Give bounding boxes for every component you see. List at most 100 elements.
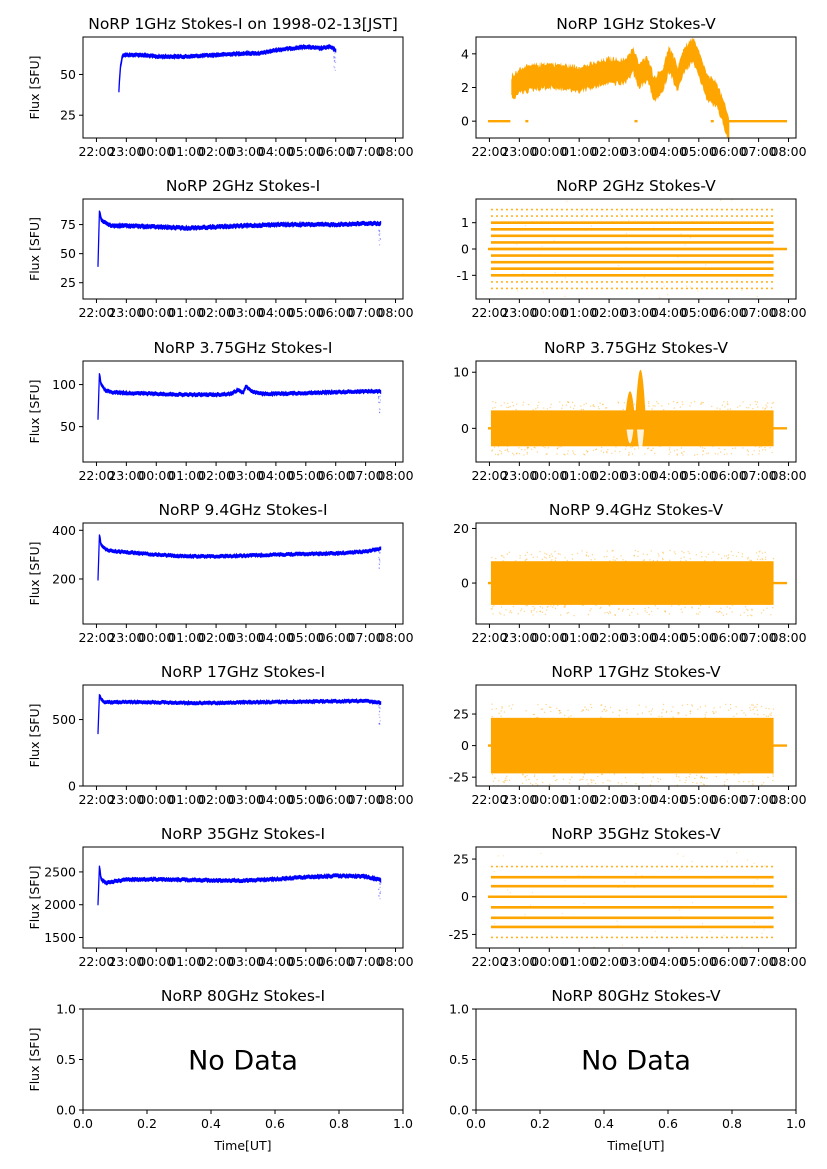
series-point: [765, 715, 768, 717]
series-point: [705, 556, 707, 558]
series-point: [504, 779, 506, 781]
x-tick-label: 0.8: [722, 1116, 742, 1131]
series-point: [573, 614, 575, 617]
series-point: [503, 781, 505, 784]
x-tick-label: 00:00: [531, 305, 567, 320]
series-point: [715, 610, 718, 613]
series-point: [681, 401, 684, 403]
series-point: [648, 711, 650, 713]
series-point: [379, 883, 381, 885]
x-tick-label: 23:00: [108, 954, 144, 969]
series-point: [542, 445, 545, 448]
series-point: [727, 408, 729, 411]
series-point: [378, 563, 380, 565]
series-point: [506, 449, 509, 452]
x-tick-label: 22:00: [78, 305, 114, 320]
series-point: [558, 446, 560, 448]
series-point: [751, 704, 753, 706]
x-tick-label: 03:00: [621, 954, 657, 969]
axes-frame: [82, 522, 404, 625]
series-point: [685, 559, 687, 562]
series-point: [590, 703, 592, 706]
series-point: [680, 557, 682, 560]
series-point: [645, 706, 647, 708]
series-point: [578, 874, 580, 877]
series-point: [617, 401, 619, 403]
series-point: [689, 558, 691, 560]
series-point: [564, 277, 566, 279]
series-point: [723, 934, 725, 936]
x-tick-label: 22:00: [471, 144, 507, 159]
series-point: [515, 408, 517, 411]
series-point: [600, 450, 603, 452]
series-point: [536, 407, 539, 409]
series-point: [663, 408, 665, 411]
series-burst: [634, 369, 647, 437]
series-point: [733, 715, 735, 718]
x-tick-label: 02:00: [198, 954, 234, 969]
series-point: [701, 401, 703, 404]
x-tick-label: 07:00: [348, 630, 384, 645]
series-point: [633, 554, 635, 557]
series-point: [546, 408, 549, 410]
series-point: [661, 557, 664, 560]
series-point: [591, 779, 593, 782]
series-point: [772, 775, 774, 777]
series-point: [560, 445, 562, 448]
series-point: [333, 57, 335, 59]
series-point: [379, 395, 381, 397]
series-point: [334, 50, 336, 53]
series-point: [615, 446, 617, 448]
x-tick-label: 03:00: [621, 630, 657, 645]
series-point: [756, 703, 759, 706]
series-point: [591, 926, 593, 929]
series-point: [556, 447, 559, 449]
series-point: [520, 448, 523, 451]
series-point: [515, 560, 517, 562]
x-tick-label: 01:00: [561, 792, 597, 807]
series-point: [510, 612, 513, 614]
series-point: [647, 606, 650, 609]
series-point: [691, 901, 694, 904]
series-point: [672, 706, 674, 708]
series-point: [378, 888, 380, 890]
x-tick-label: 08:00: [771, 144, 807, 159]
series-point: [565, 404, 567, 406]
series-point: [584, 706, 586, 708]
series-point: [766, 607, 768, 609]
series-point: [567, 453, 569, 455]
series-point: [678, 604, 680, 606]
series-point: [511, 401, 514, 404]
series-point: [567, 401, 570, 404]
series-point: [542, 291, 544, 293]
chart-title: NoRP 1GHz Stokes-I on 1998-02-13[JST]: [88, 15, 398, 33]
series-point: [500, 606, 503, 608]
series-point: [651, 449, 653, 452]
series-point: [751, 453, 754, 456]
series-point: [586, 451, 589, 453]
series-point: [378, 706, 380, 708]
x-tick-label: 04:00: [651, 954, 687, 969]
series-point: [533, 446, 535, 448]
series-point: [533, 609, 535, 611]
series-point: [492, 400, 494, 403]
series-point: [769, 447, 771, 449]
series-point: [378, 229, 380, 231]
series-point: [600, 606, 602, 609]
series-point: [605, 407, 608, 409]
series-point: [751, 780, 754, 782]
series-point: [768, 707, 770, 710]
series-point: [746, 407, 748, 409]
series-point: [530, 611, 533, 613]
series-point: [670, 605, 673, 607]
series-point: [379, 233, 381, 235]
series-point: [556, 707, 558, 709]
series-point: [543, 711, 546, 714]
x-tick-label: 02:00: [591, 305, 627, 320]
series-point: [491, 773, 494, 776]
series-point: [558, 709, 560, 712]
series-point: [701, 922, 704, 924]
series-point: [637, 555, 639, 557]
series-point: [763, 929, 765, 931]
series-point: [713, 215, 715, 217]
